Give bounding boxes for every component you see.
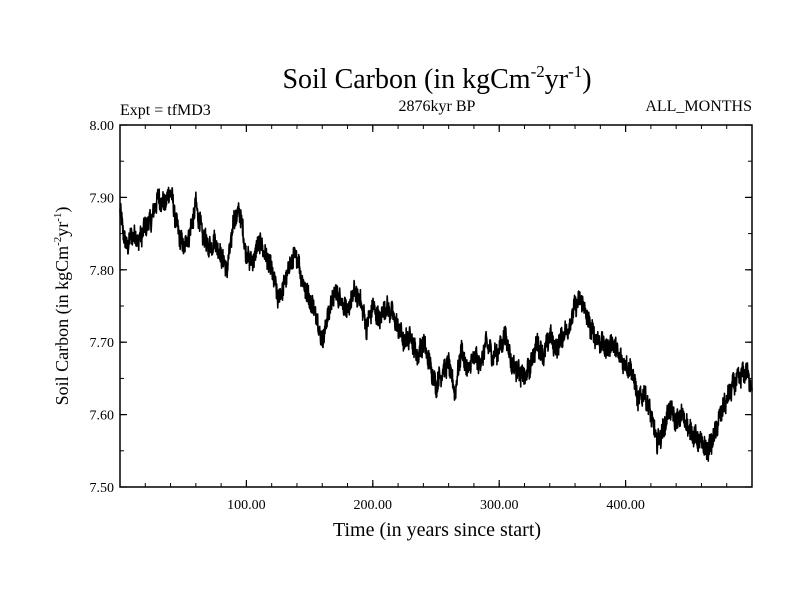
y-tick-label: 7.50 — [90, 481, 115, 496]
chart-title-sup2: -1 — [568, 62, 582, 81]
y-tick-label: 7.60 — [90, 409, 115, 424]
y-tick-label: 8.00 — [90, 119, 115, 134]
y-axis-label-main: Soil Carbon (in kgCm — [52, 246, 73, 406]
chart-title-end: ) — [582, 64, 591, 95]
y-axis-label: Soil Carbon (in kgCm-2yr-1) — [52, 207, 73, 406]
x-tick-label: 400.00 — [606, 498, 645, 513]
y-axis-label-mid: yr — [52, 222, 72, 237]
subtitle-experiment: Expt = tfMD3 — [120, 102, 211, 119]
subtitle-months: ALL_MONTHS — [645, 98, 752, 115]
series-line-0 — [119, 186, 753, 462]
y-axis-label-sup2: -1 — [52, 213, 64, 222]
y-axis-label-end: ) — [52, 207, 73, 213]
subtitle-period: 2876kyr BP — [399, 98, 476, 115]
x-tick-label: 300.00 — [480, 498, 519, 513]
chart-title: Soil Carbon (in kgCm-2yr-1) — [282, 62, 591, 95]
x-tick-label: 200.00 — [354, 498, 393, 513]
y-tick-label: 7.70 — [90, 336, 115, 351]
y-tick-label: 7.80 — [90, 264, 115, 279]
x-axis-label: Time (in years since start) — [333, 519, 541, 541]
plot-area — [119, 186, 753, 462]
chart-title-main: Soil Carbon (in kgCm — [282, 64, 530, 95]
chart-title-mid: yr — [545, 64, 569, 95]
plot-frame — [119, 124, 753, 488]
y-tick-label: 7.90 — [90, 191, 115, 206]
chart-title-sup1: -2 — [531, 62, 545, 81]
x-tick-label: 100.00 — [227, 498, 266, 513]
y-axis-label-sup1: -2 — [52, 237, 64, 246]
